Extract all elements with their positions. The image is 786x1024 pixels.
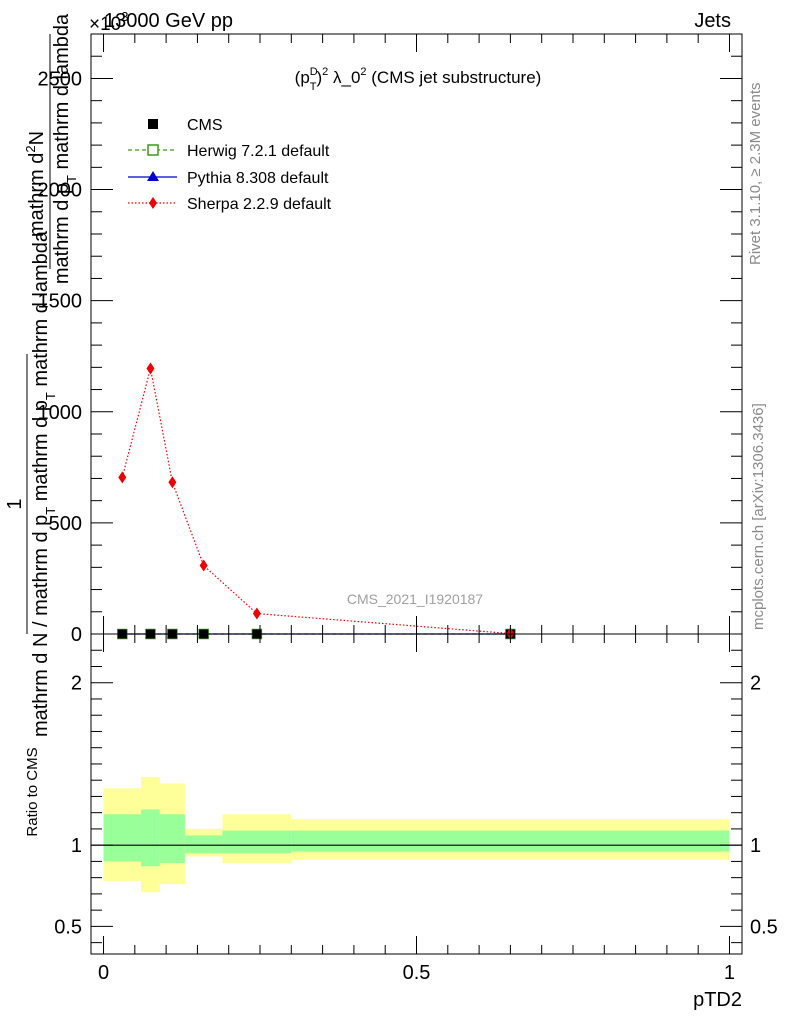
series-3-point-3	[199, 559, 208, 572]
analysis-watermark: CMS_2021_I1920187	[347, 591, 483, 607]
svg-text:Pythia 8.308 default: Pythia 8.308 default	[187, 170, 329, 187]
ratio-ytick-label-right-1: 1	[750, 835, 761, 857]
x-tick-labels: 0 0.5 1	[98, 962, 735, 984]
legend-entry-herwig: Herwig 7.2.1 default	[128, 143, 330, 160]
ratio-band-inner-0	[103, 814, 142, 862]
main-ytick-label-0: 0	[71, 624, 82, 646]
svg-text:mathrm d2N: mathrm d2N	[23, 131, 48, 237]
main-ytick-label-4: 2000	[38, 180, 83, 202]
ratio-band-inner-2	[159, 814, 185, 864]
x-axis-label: pTD2	[693, 989, 742, 1011]
ratio-ytick-label-left-1: 1	[71, 835, 82, 857]
xtick-label-1: 0.5	[403, 962, 431, 984]
ratio-ytick-label-left-2: 2	[71, 673, 82, 695]
ratio-ytick-label-right-0: 0.5	[750, 916, 778, 938]
ratio-y-tick-labels: 0.5 0.5 1 1 2 2	[54, 673, 778, 939]
main-ytick-label-2: 1000	[38, 402, 83, 424]
svg-text:CMS: CMS	[187, 117, 223, 134]
ratio-band-inner-1	[141, 809, 160, 867]
xtick-label-2: 1	[724, 962, 735, 984]
plot-title: (pD T)2 λ_02 (CMS jet substructure)	[295, 66, 542, 93]
series-3-point-0	[118, 471, 127, 484]
xtick-label-0: 0	[98, 962, 109, 984]
ratio-band-inner-4	[222, 830, 292, 854]
svg-text:mathrm d pT mathrm d lambda: mathrm d pT mathrm d lambda	[51, 13, 79, 284]
ratio-axis-ticks	[91, 649, 742, 944]
main-y-tick-labels: 0 500 1000 1500 2000 2500	[38, 68, 83, 646]
legend-entry-pythia: Pythia 8.308 default	[128, 170, 329, 187]
legend-entry-cms: CMS	[148, 117, 223, 134]
series-line-3	[121, 368, 511, 635]
svg-text:Herwig 7.2.1 default: Herwig 7.2.1 default	[187, 143, 330, 160]
ratio-band-inner-5	[291, 830, 730, 852]
axis-multiplier: ×103	[89, 9, 128, 35]
ratio-ytick-label-left-0: 0.5	[54, 916, 82, 938]
series-3-point-4	[252, 607, 261, 620]
series-3-point-2	[168, 476, 177, 489]
x-axis-ticks	[103, 34, 730, 954]
svg-text:Sherpa 2.2.9 default: Sherpa 2.2.9 default	[187, 196, 332, 213]
series-3-point-1	[146, 362, 155, 375]
svg-text:mathrm d N / mathrm d pT mathr: mathrm d N / mathrm d pT mathrm d pT mat…	[30, 230, 58, 737]
main-ytick-label-3: 1500	[38, 291, 83, 313]
mcplots-label: mcplots.cern.ch [arXiv:1306.3436]	[750, 403, 767, 630]
main-ytick-label-1: 500	[49, 513, 82, 535]
legend-entry-sherpa: Sherpa 2.2.9 default	[128, 196, 332, 213]
legend: CMS Herwig 7.2.1 default Pythia 8.308 de…	[128, 117, 332, 213]
ratio-y-axis-label: Ratio to CMS	[24, 747, 41, 836]
svg-text:1: 1	[4, 498, 26, 509]
ratio-ytick-label-right-2: 2	[750, 673, 761, 695]
ratio-bands	[103, 776, 730, 893]
ratio-plot-frame	[90, 633, 743, 955]
ratio-band-inner-3	[184, 835, 223, 854]
rivet-label: Rivet 3.1.10, ≥ 2.3M events	[747, 83, 764, 266]
main-ytick-label-5: 2500	[38, 68, 83, 90]
process-label: 13000 GeV pp	[104, 10, 233, 32]
main-y-axis-label: mathrm d2N mathrm d pT mathrm d lambda 1…	[4, 13, 79, 737]
main-axis-ticks	[91, 33, 742, 635]
category-label: Jets	[694, 10, 731, 32]
